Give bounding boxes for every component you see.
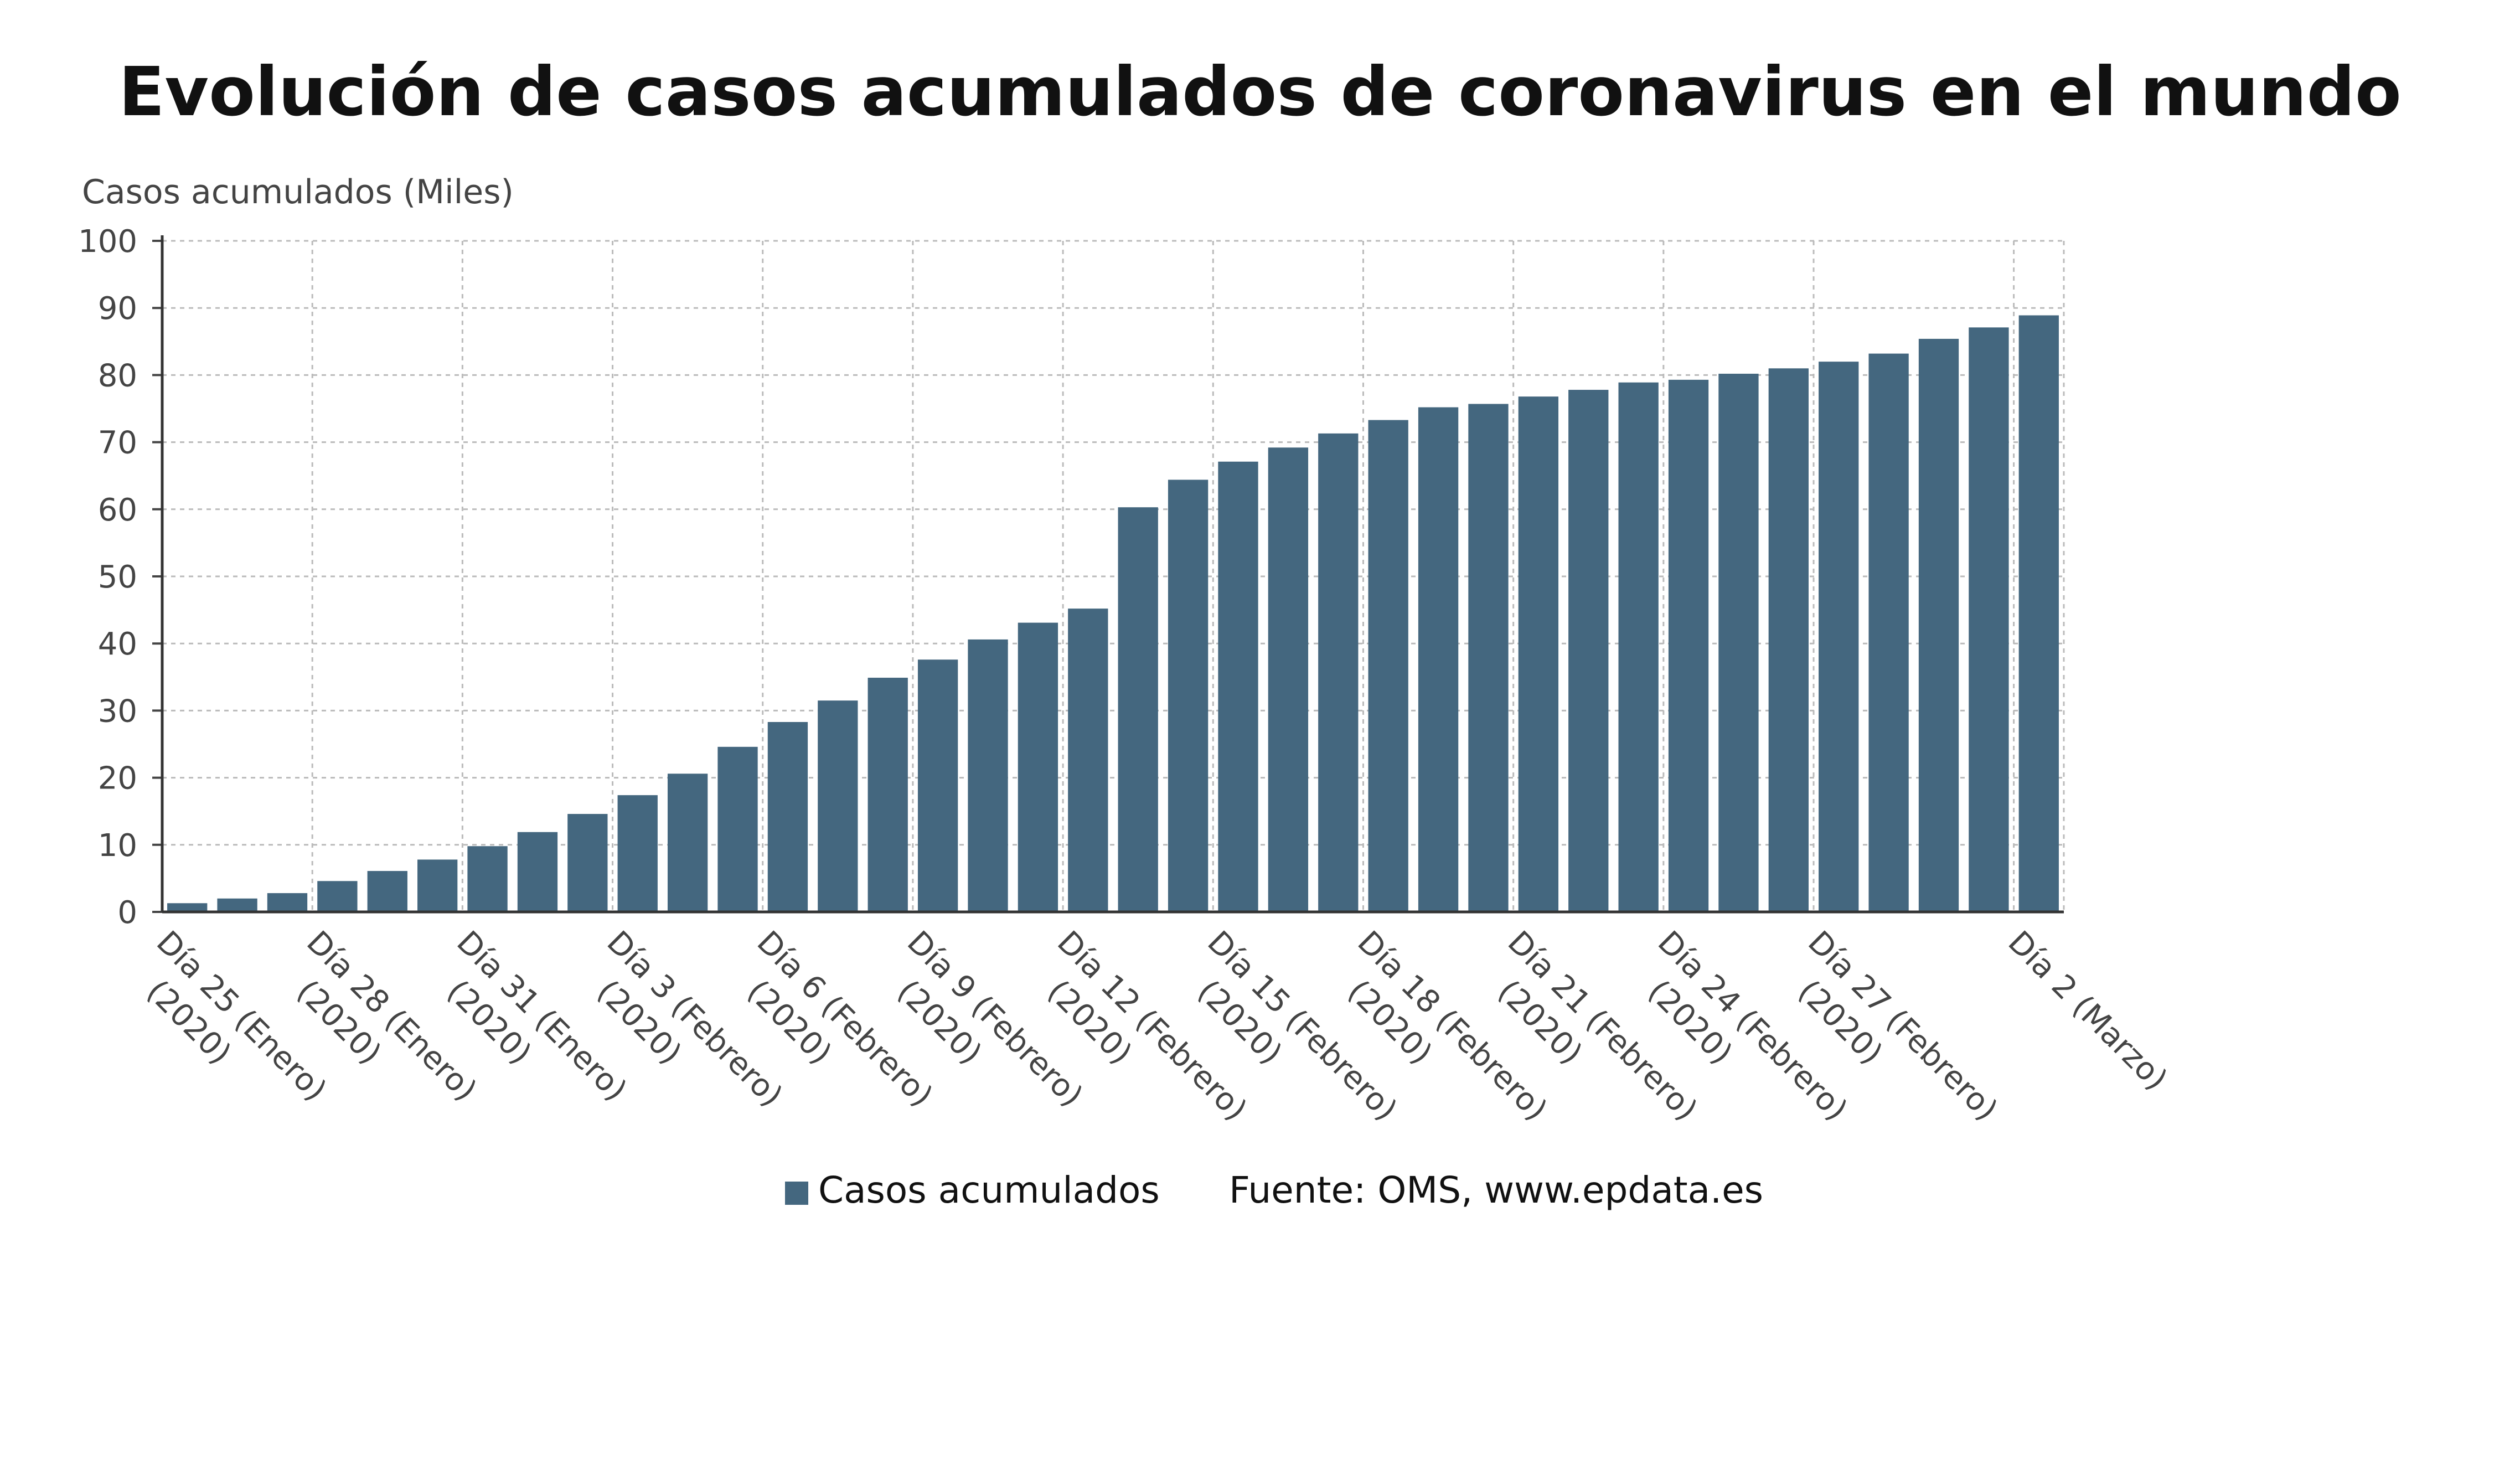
bar <box>1218 461 1258 912</box>
y-tick-label: 20 <box>98 761 137 797</box>
y-tick-label: 50 <box>98 559 137 595</box>
chart-title: Evolución de casos acumulados de coronav… <box>118 53 2402 131</box>
y-tick-label: 70 <box>98 425 137 461</box>
bar <box>167 903 208 912</box>
y-tick-label: 10 <box>98 828 137 864</box>
x-tick-label: Día 31 (Enero)(2020) <box>440 924 634 1108</box>
bar <box>1868 353 1909 912</box>
bar <box>1268 447 1309 912</box>
x-tick-labels: Día 25 (Enero)(2020) Día 28 (Enero)(2020)… <box>140 924 2175 1128</box>
axes <box>152 235 2064 914</box>
bar <box>2018 315 2059 912</box>
bar <box>667 773 708 912</box>
x-tick-label: Día 2 (Marzo) <box>2001 924 2175 1097</box>
bar <box>1718 373 1759 912</box>
gridlines <box>161 240 2065 912</box>
bar <box>1368 420 1408 912</box>
bar <box>467 846 508 912</box>
y-tick-label: 0 <box>117 895 137 931</box>
x-tick-label: Día 27 (Febrero)(2020) <box>1791 924 2004 1128</box>
x-tick-label: Día 3 (Febrero)(2020) <box>590 924 789 1114</box>
bar <box>818 700 858 912</box>
bar <box>417 859 458 912</box>
legend-label: Casos acumulados <box>818 1169 1160 1211</box>
bar <box>1568 390 1609 912</box>
bar <box>717 746 758 912</box>
y-tick-labels: 0 10 20 30 40 50 60 70 80 90 100 <box>78 224 137 931</box>
y-tick-label: 90 <box>98 291 137 327</box>
bar <box>1668 379 1709 912</box>
bar <box>267 893 308 912</box>
bars <box>167 315 2059 912</box>
bar <box>1819 362 1859 912</box>
y-tick-label: 80 <box>98 358 137 394</box>
bar <box>1418 407 1459 912</box>
bar <box>1018 622 1058 912</box>
bar <box>1068 608 1108 912</box>
bar <box>968 639 1008 912</box>
y-tick-label: 60 <box>98 492 137 528</box>
bar <box>367 871 407 912</box>
bar <box>317 881 358 912</box>
bar <box>1969 327 2009 912</box>
source-note: Fuente: OMS, www.epdata.es <box>1229 1169 1763 1211</box>
bar <box>1168 479 1209 912</box>
bar <box>767 722 808 912</box>
bar <box>617 795 658 912</box>
bar <box>217 898 257 912</box>
x-tick-label-line: Día 2 (Marzo) <box>2001 924 2175 1097</box>
x-tick-label: Día 25 (Enero)(2020) <box>140 924 333 1108</box>
x-tick-label: Día 28 (Enero)(2020) <box>290 924 484 1108</box>
x-tick-label: Día 9 (Febrero)(2020) <box>890 924 1089 1114</box>
legend: Casos acumulados Fuente: OMS, www.epdata… <box>785 1169 1763 1211</box>
bar <box>1768 368 1809 912</box>
y-axis-label: Casos acumulados (Miles) <box>82 173 514 212</box>
bar <box>1118 507 1158 912</box>
bar <box>1618 382 1659 912</box>
bar <box>1918 338 1959 912</box>
bar <box>867 678 908 912</box>
y-tick-label: 100 <box>78 224 137 260</box>
y-tick-label: 40 <box>98 626 137 662</box>
bar <box>1318 433 1359 912</box>
bar <box>1468 404 1509 912</box>
bar <box>567 814 608 912</box>
x-tick-label: Día 6 (Febrero)(2020) <box>740 924 939 1114</box>
legend-swatch <box>785 1182 808 1205</box>
y-tick-label: 30 <box>98 693 137 729</box>
bar <box>917 659 958 912</box>
bar <box>1518 396 1559 912</box>
bar <box>517 832 558 912</box>
